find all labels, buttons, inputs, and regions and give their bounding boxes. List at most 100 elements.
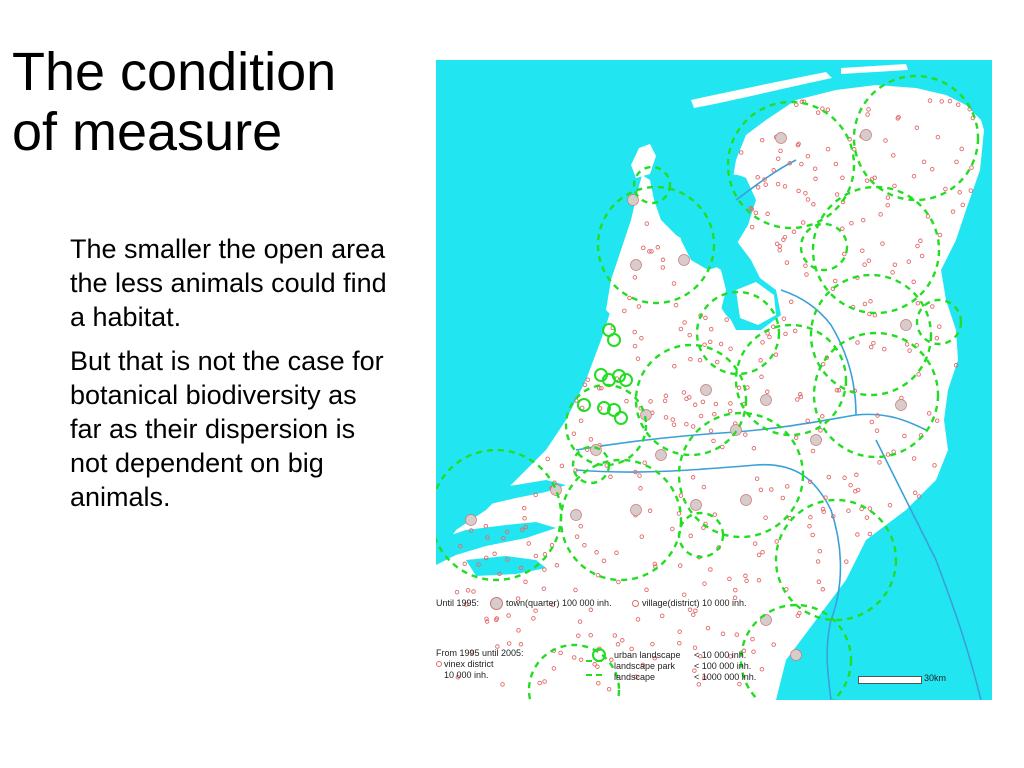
village-marker bbox=[642, 460, 647, 465]
village-marker bbox=[707, 339, 713, 345]
village-marker bbox=[492, 551, 497, 557]
village-marker bbox=[752, 541, 758, 546]
village-marker bbox=[759, 374, 764, 380]
town-marker bbox=[465, 514, 477, 526]
village-marker bbox=[834, 388, 840, 393]
landscape-zone-circle bbox=[852, 74, 980, 202]
village-marker bbox=[854, 472, 859, 478]
village-marker bbox=[775, 181, 781, 187]
town-marker bbox=[700, 384, 712, 396]
village-marker bbox=[682, 320, 687, 325]
village-marker bbox=[865, 112, 870, 117]
village-marker bbox=[637, 473, 642, 478]
village-marker bbox=[635, 617, 641, 622]
village-marker bbox=[504, 529, 510, 534]
village-marker bbox=[820, 361, 826, 367]
landscape-zone-circle bbox=[596, 185, 716, 305]
village-marker bbox=[760, 549, 765, 555]
town-marker bbox=[690, 499, 702, 511]
village-marker bbox=[551, 666, 557, 671]
village-marker bbox=[800, 220, 806, 225]
village-marker bbox=[458, 543, 463, 549]
village-marker bbox=[911, 279, 916, 285]
village-marker bbox=[677, 629, 682, 634]
village-marker bbox=[698, 413, 704, 419]
village-marker bbox=[609, 657, 614, 663]
village-marker bbox=[635, 356, 641, 361]
legend-village: village(district) 10 000 inh. bbox=[642, 598, 747, 608]
town-marker bbox=[740, 494, 752, 506]
village-marker bbox=[957, 190, 962, 195]
village-marker bbox=[497, 571, 502, 577]
village-marker bbox=[781, 316, 787, 321]
town-marker bbox=[760, 394, 772, 406]
village-marker bbox=[708, 326, 714, 332]
village-marker bbox=[705, 625, 711, 631]
urban-landscape-circle bbox=[597, 401, 611, 415]
village-marker bbox=[855, 340, 860, 345]
village-marker bbox=[867, 506, 873, 511]
village-marker bbox=[778, 148, 783, 154]
village-marker bbox=[868, 344, 874, 350]
paragraph-2: But that is not the case for botanical b… bbox=[70, 346, 384, 512]
village-marker bbox=[840, 226, 845, 231]
urban-landscape-circle bbox=[577, 398, 591, 412]
village-marker bbox=[877, 460, 882, 465]
village-marker bbox=[659, 613, 665, 619]
village-marker bbox=[756, 552, 762, 558]
village-marker bbox=[518, 642, 524, 647]
village-marker bbox=[690, 475, 696, 480]
village-marker bbox=[792, 328, 798, 334]
village-marker bbox=[883, 138, 888, 143]
village-marker bbox=[703, 315, 708, 321]
village-marker bbox=[638, 486, 643, 491]
village-marker bbox=[647, 508, 653, 514]
village-marker bbox=[805, 153, 811, 159]
village-marker bbox=[871, 340, 876, 346]
village-marker bbox=[727, 576, 732, 582]
legend-urban-landscape-value: < 10 000 inh. bbox=[694, 650, 747, 660]
village-marker bbox=[916, 494, 922, 499]
village-marker bbox=[455, 675, 461, 680]
village-marker bbox=[578, 523, 584, 529]
town-marker bbox=[900, 319, 912, 331]
village-marker bbox=[795, 613, 801, 618]
village-marker bbox=[483, 523, 489, 529]
village-marker bbox=[860, 248, 865, 253]
village-marker bbox=[634, 674, 639, 679]
village-marker bbox=[633, 469, 638, 475]
village-marker bbox=[774, 241, 780, 247]
village-marker bbox=[678, 326, 684, 332]
village-marker bbox=[892, 262, 898, 267]
village-marker bbox=[737, 681, 742, 687]
village-marker bbox=[627, 295, 632, 301]
village-marker bbox=[711, 438, 716, 444]
village-marker bbox=[501, 535, 506, 541]
village-marker bbox=[836, 388, 842, 393]
village-marker bbox=[749, 207, 755, 212]
town-marker bbox=[895, 399, 907, 411]
village-marker bbox=[912, 490, 918, 496]
village-marker bbox=[820, 106, 825, 111]
village-marker bbox=[687, 332, 692, 338]
village-marker bbox=[537, 680, 542, 686]
village-marker bbox=[799, 161, 804, 167]
village-marker bbox=[693, 608, 698, 614]
village-marker bbox=[777, 247, 782, 253]
village-marker bbox=[713, 401, 719, 407]
village-marker bbox=[541, 586, 547, 591]
village-marker bbox=[930, 304, 935, 309]
village-marker bbox=[471, 589, 476, 594]
village-marker bbox=[573, 587, 578, 593]
slide-title: The condition of measure bbox=[12, 42, 412, 162]
village-marker bbox=[612, 633, 618, 638]
village-marker bbox=[652, 655, 658, 661]
village-marker bbox=[955, 102, 961, 107]
village-marker bbox=[484, 616, 489, 622]
village-marker bbox=[855, 532, 860, 537]
landscape-zone-circle bbox=[677, 511, 725, 559]
village-marker bbox=[468, 528, 474, 533]
village-marker bbox=[521, 505, 527, 511]
village-marker bbox=[807, 479, 813, 484]
village-marker bbox=[663, 415, 669, 420]
